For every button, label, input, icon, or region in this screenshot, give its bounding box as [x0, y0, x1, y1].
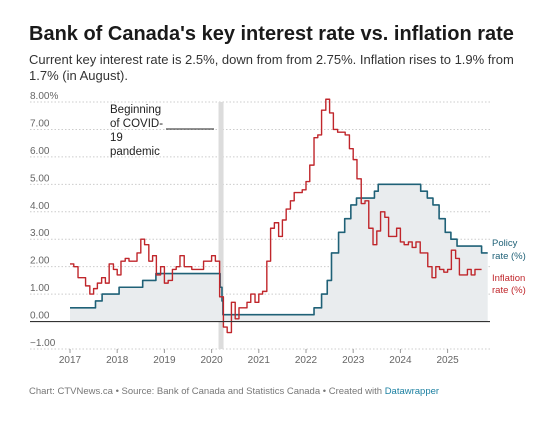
policy-series-label: rate (%): [492, 251, 526, 262]
x-tick-label: 2019: [153, 355, 176, 366]
x-tick-label: 2022: [295, 355, 318, 366]
policy-area: [70, 184, 488, 322]
x-tick-label: 2021: [248, 355, 271, 366]
y-tick-label: −1.00: [30, 338, 56, 349]
annotation-text: pandemic: [110, 146, 160, 158]
y-tick-label: 0.00: [30, 311, 50, 322]
series-layer: [70, 98, 488, 334]
y-tick-label: 1.00: [30, 283, 50, 294]
x-tick-label: 2024: [389, 355, 412, 366]
x-tick-label: 2018: [106, 355, 129, 366]
chart-title: Bank of Canada's key interest rate vs. i…: [29, 23, 514, 45]
y-tick-label: 8.00%: [30, 91, 58, 102]
annotation-text: of COVID-: [110, 118, 163, 130]
x-tick-label: 2025: [436, 355, 459, 366]
annotation-text: Beginning: [110, 104, 161, 116]
y-tick-label: 6.00: [30, 146, 50, 157]
inflation-rate-line: [70, 98, 482, 334]
chart-footer: Chart: CTVNews.ca • Source: Bank of Cana…: [29, 386, 539, 397]
x-tick-label: 2017: [59, 355, 82, 366]
covid-band: [218, 102, 224, 349]
annotation-text: 19: [110, 132, 123, 144]
y-tick-label: 7.00: [30, 118, 50, 129]
y-tick-label: 3.00: [30, 228, 50, 239]
area-layer: [70, 184, 488, 322]
policy-rate-line: [70, 183, 488, 316]
x-tick-label: 2020: [200, 355, 223, 366]
footer-source: Chart: CTVNews.ca • Source: Bank of Cana…: [29, 386, 385, 397]
policy-series-label: Policy: [492, 238, 518, 249]
datawrapper-link[interactable]: Datawrapper: [384, 386, 440, 397]
annotation-layer: Beginning of COVID- 19 pandemic: [110, 104, 214, 158]
chart-canvas: 8.00% 7.00 6.00 5.00 4.00 3.00 2.00 1.00 0.00 −1.…: [30, 91, 526, 366]
y-tick-label: 5.00: [30, 173, 50, 184]
chart-subtitle: Current key interest rate is 2.5%, down …: [29, 52, 514, 83]
x-tick-label: 2023: [342, 355, 365, 366]
axis-layer: 8.00% 7.00 6.00 5.00 4.00 3.00 2.00 1.00 0.00 −1.…: [30, 91, 490, 366]
covid-highlight: [218, 102, 224, 349]
y-tick-label: 2.00: [30, 256, 50, 267]
inflation-series-label: rate (%): [492, 285, 526, 296]
inflation-series-label: Inflation: [492, 273, 525, 284]
y-tick-label: 4.00: [30, 201, 50, 212]
